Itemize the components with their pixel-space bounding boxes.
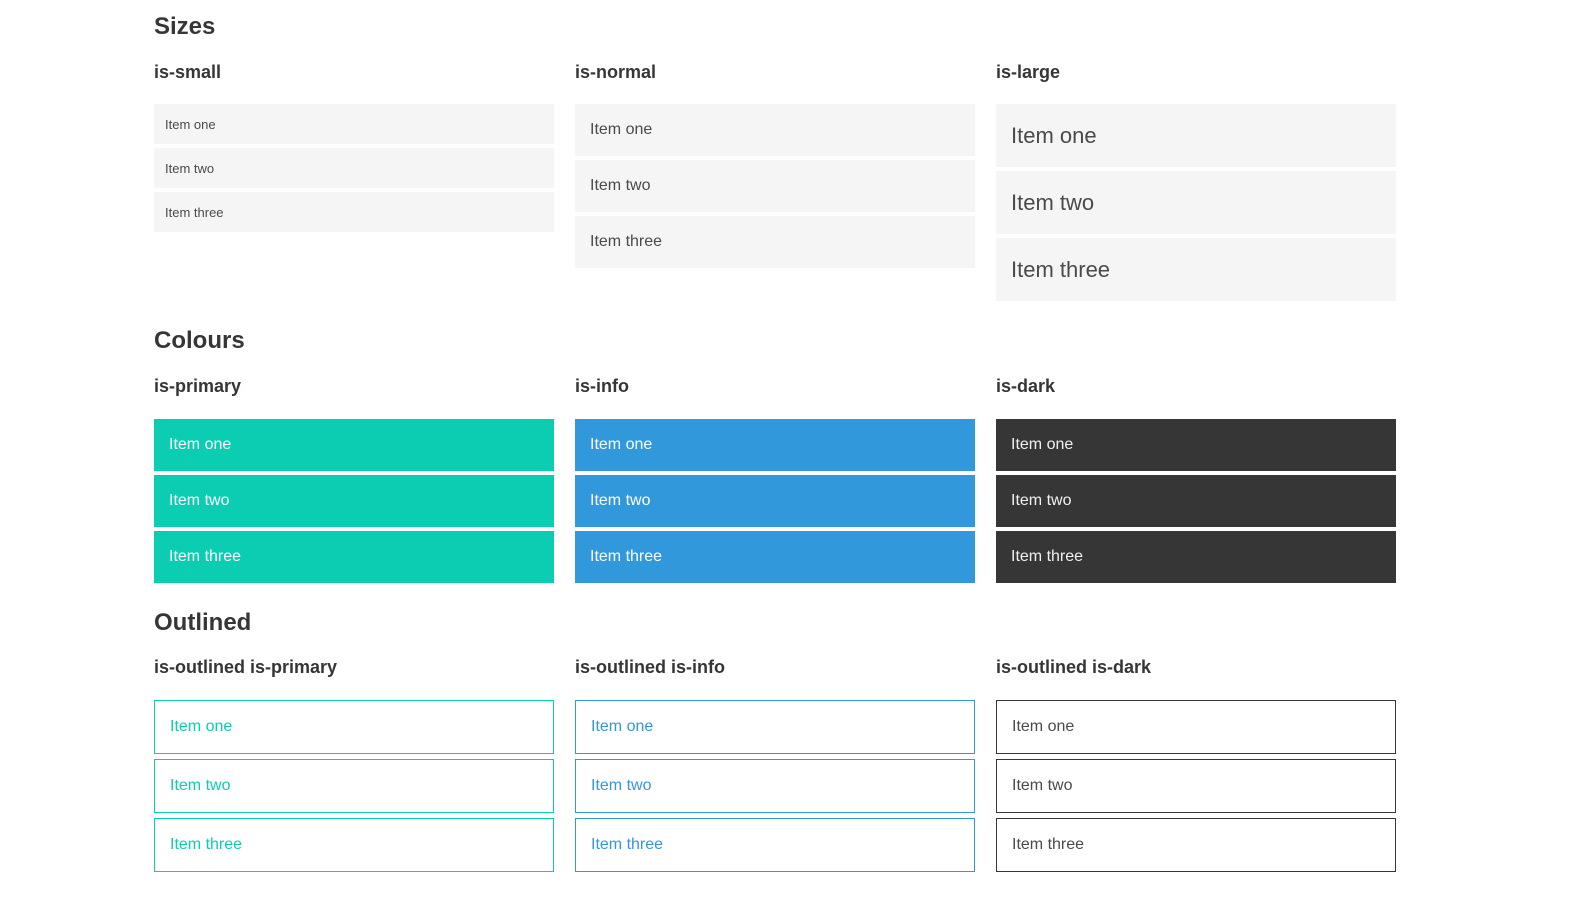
menu-group-outlined-dark: is-outlined is-dark Item one Item two It… [996, 657, 1396, 872]
group-heading: is-outlined is-primary [154, 657, 338, 678]
menu-item[interactable]: Item two [575, 758, 975, 813]
menu-item[interactable]: Item three [575, 216, 975, 269]
menu-list: Item one Item two Item three [996, 699, 1396, 872]
menu-item[interactable]: Item three [996, 817, 1396, 872]
menu-item[interactable]: Item two [996, 758, 1396, 813]
group-heading: is-outlined is-info [575, 657, 725, 678]
menu-item[interactable]: Item two [996, 474, 1396, 527]
menu-item[interactable]: Item one [996, 104, 1396, 168]
group-heading: is-normal [575, 61, 657, 82]
group-heading: is-large [996, 61, 1061, 82]
group-heading: is-dark [996, 375, 1056, 396]
group-heading: is-outlined is-dark [996, 657, 1152, 678]
section-heading: Outlined [154, 608, 252, 636]
section-outlined: Outlined is-outlined is-primary Item one… [154, 609, 1396, 872]
menu-item[interactable]: Item one [154, 418, 554, 471]
menu-group-is-small: is-small Item one Item two Item three [154, 62, 554, 233]
outlined-grid: is-outlined is-primary Item one Item two… [154, 657, 1396, 872]
menu-item[interactable]: Item three [154, 530, 554, 583]
menu-item[interactable]: Item three [575, 817, 975, 872]
section-colours: Colours is-primary Item one Item two Ite… [154, 327, 1396, 583]
menu-list: Item one Item two Item three [575, 418, 975, 583]
menu-item[interactable]: Item one [154, 104, 554, 145]
menu-list: Item one Item two Item three [575, 104, 975, 269]
menu-item[interactable]: Item three [154, 817, 554, 872]
menu-item[interactable]: Item two [996, 171, 1396, 235]
menu-item[interactable]: Item one [154, 699, 554, 754]
menu-item[interactable]: Item two [154, 148, 554, 189]
menu-group-outlined-info: is-outlined is-info Item one Item two It… [575, 657, 975, 872]
menu-group-is-large: is-large Item one Item two Item three [996, 62, 1396, 302]
menu-group-is-info: is-info Item one Item two Item three [575, 376, 975, 583]
sizes-grid: is-small Item one Item two Item three is… [154, 62, 1396, 302]
menu-group-is-dark: is-dark Item one Item two Item three [996, 376, 1396, 583]
menu-item[interactable]: Item one [996, 418, 1396, 471]
component-demo-page: Sizes is-small Item one Item two Item th… [154, 13, 1396, 872]
menu-list: Item one Item two Item three [154, 104, 554, 233]
group-heading: is-small [154, 61, 222, 82]
menu-item[interactable]: Item three [996, 530, 1396, 583]
section-heading: Colours [154, 327, 245, 355]
menu-item[interactable]: Item one [996, 699, 1396, 754]
section-heading: Sizes [154, 13, 216, 40]
menu-group-outlined-primary: is-outlined is-primary Item one Item two… [154, 657, 554, 872]
menu-item[interactable]: Item one [575, 418, 975, 471]
menu-item[interactable]: Item two [154, 474, 554, 527]
menu-item[interactable]: Item two [154, 758, 554, 813]
group-heading: is-primary [154, 375, 242, 396]
menu-item[interactable]: Item one [575, 699, 975, 754]
menu-list: Item one Item two Item three [996, 104, 1396, 302]
menu-item[interactable]: Item one [575, 104, 975, 157]
group-heading: is-info [575, 375, 629, 396]
menu-group-is-normal: is-normal Item one Item two Item three [575, 62, 975, 269]
menu-item[interactable]: Item three [154, 192, 554, 233]
colours-grid: is-primary Item one Item two Item three … [154, 376, 1396, 583]
menu-item[interactable]: Item two [575, 474, 975, 527]
menu-list: Item one Item two Item three [154, 418, 554, 583]
menu-item[interactable]: Item three [996, 238, 1396, 302]
menu-list: Item one Item two Item three [575, 699, 975, 872]
menu-group-is-primary: is-primary Item one Item two Item three [154, 376, 554, 583]
menu-list: Item one Item two Item three [996, 418, 1396, 583]
menu-item[interactable]: Item two [575, 160, 975, 213]
menu-list: Item one Item two Item three [154, 699, 554, 872]
menu-item[interactable]: Item three [575, 530, 975, 583]
section-sizes: Sizes is-small Item one Item two Item th… [154, 13, 1396, 302]
